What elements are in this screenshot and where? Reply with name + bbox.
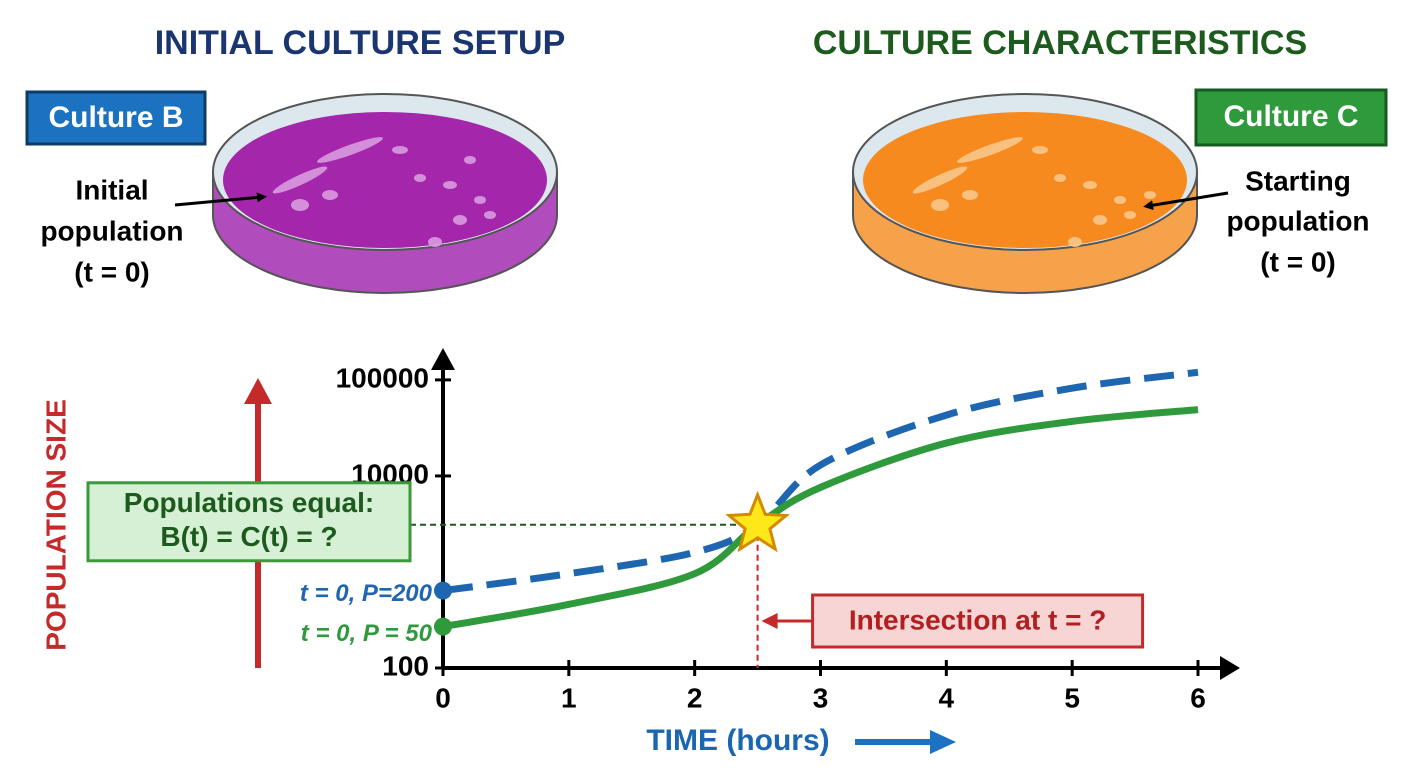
x-tick-label: 6 bbox=[1190, 682, 1206, 713]
x-axis-label: TIME (hours) bbox=[646, 724, 829, 757]
start-label: t = 0, P = 50 bbox=[301, 620, 433, 647]
x-arrow-head bbox=[930, 730, 956, 754]
header-right: CULTURE CHARACTERISTICS bbox=[813, 24, 1307, 62]
header-left: INITIAL CULTURE SETUP bbox=[155, 24, 566, 62]
dish-label: population bbox=[40, 215, 183, 246]
dish-label: (t = 0) bbox=[74, 256, 149, 287]
y-arrow-head bbox=[244, 378, 272, 404]
y-axis-label: POPULATION SIZE bbox=[40, 399, 71, 651]
x-tick-label: 4 bbox=[939, 682, 955, 713]
x-tick-label: 2 bbox=[687, 682, 703, 713]
badge-c bbox=[1194, 88, 1388, 147]
badge-b-label: Culture B bbox=[49, 101, 184, 134]
dish-orange bbox=[852, 93, 1198, 294]
series-line bbox=[442, 406, 1199, 631]
y-tick-label: 100000 bbox=[336, 362, 429, 393]
intersection-text: Intersection at t = ? bbox=[849, 604, 1107, 635]
x-tick-label: 3 bbox=[813, 682, 829, 713]
dish-label: Initial bbox=[75, 174, 148, 205]
pointer bbox=[174, 192, 267, 207]
dish-label: Starting bbox=[1245, 165, 1351, 196]
equal-callout bbox=[86, 481, 412, 563]
intersection-pointer-head bbox=[761, 613, 778, 629]
equal-text: B(t) = C(t) = ? bbox=[160, 521, 337, 552]
start-label: t = 0, P=200 bbox=[300, 580, 433, 607]
x-axis-head bbox=[1220, 656, 1240, 680]
dish-purple bbox=[212, 93, 558, 294]
dish-label: (t = 0) bbox=[1260, 246, 1335, 277]
intersection-callout bbox=[811, 593, 1145, 649]
series-line bbox=[442, 368, 1199, 595]
x-tick-label: 5 bbox=[1064, 682, 1080, 713]
x-tick-label: 1 bbox=[561, 682, 577, 713]
start-point bbox=[434, 617, 452, 636]
pointer bbox=[1143, 191, 1229, 211]
equal-text: Populations equal: bbox=[124, 487, 374, 518]
start-point bbox=[434, 581, 452, 600]
badge-b bbox=[25, 90, 207, 146]
y-tick-label: 100 bbox=[382, 650, 429, 681]
x-tick-label: 0 bbox=[435, 682, 451, 713]
badge-c-label: Culture C bbox=[1224, 100, 1359, 133]
y-axis-head bbox=[431, 348, 455, 370]
dish-label: population bbox=[1226, 205, 1369, 236]
intersection-star bbox=[725, 490, 791, 553]
